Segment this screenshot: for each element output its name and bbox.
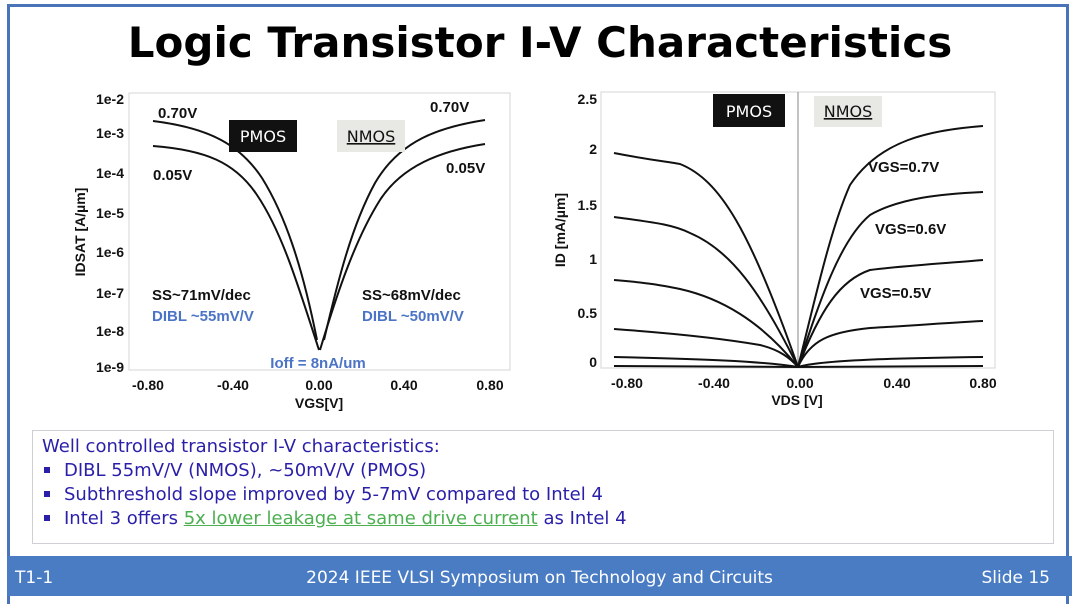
summary-box: Well controlled transistor I-V character… [32, 430, 1054, 544]
highlight-link[interactable]: 5x lower leakage at same drive current [183, 508, 538, 529]
nmos-vds-high-label: 0.70V [430, 99, 469, 116]
charts-canvas: 1e-2 1e-3 1e-4 1e-5 1e-6 1e-7 1e-8 1e-9 … [72, 91, 997, 411]
pmos-badge [229, 120, 297, 152]
bullet-item: DIBL 55mV/V (NMOS), ~50mV/V (PMOS) [42, 459, 1044, 483]
nmos-curve-high [323, 119, 486, 341]
nmos-curve-low [319, 143, 486, 351]
x-tick: 0.40 [883, 375, 910, 391]
pmos-curve-low [152, 145, 320, 351]
slide-title: Logic Transistor I-V Characteristics [127, 18, 953, 67]
footer-slide-number: Slide 15 [981, 568, 1050, 588]
pmos-badge-text: PMOS [240, 127, 286, 146]
y-tick: 1e-7 [96, 285, 124, 301]
bullet-square-icon [44, 514, 50, 521]
pmos-curve-high [152, 120, 318, 341]
x-tick: -0.40 [698, 375, 730, 391]
y-tick: 1 [589, 251, 597, 267]
slide-frame [7, 4, 1069, 604]
y-tick: 1.5 [578, 197, 598, 213]
footer-conference: 2024 IEEE VLSI Symposium on Technology a… [306, 568, 773, 588]
y-tick: 0 [589, 354, 597, 370]
x-tick: -0.80 [611, 375, 643, 391]
x-tick: 0.40 [390, 377, 417, 393]
vgs-06-label: VGS=0.6V [875, 221, 946, 238]
pmos-badge-text: PMOS [726, 102, 772, 121]
bullet-square-icon [44, 466, 50, 473]
pmos-ss-annotation: SS~71mV/dec [152, 287, 251, 304]
pmos-dibl-annotation: DIBL ~55mV/V [152, 308, 254, 325]
nmos-badge-text: NMOS [824, 102, 873, 121]
x-tick: 0.80 [969, 375, 996, 391]
y-tick: 1e-4 [96, 165, 124, 181]
nmos-badge [814, 96, 882, 127]
pmos-badge [713, 94, 785, 127]
pmos-vds-high-label: 0.70V [158, 105, 197, 122]
y-tick: 1e-9 [96, 359, 124, 375]
y-tick: 0.5 [578, 305, 598, 321]
bullet-item: Subthreshold slope improved by 5-7mV com… [42, 483, 1044, 507]
footer-session-id: T1-1 [15, 568, 54, 588]
bullet-square-icon [44, 490, 50, 497]
y-tick: 1e-3 [96, 125, 124, 141]
x-tick: -0.80 [132, 377, 164, 393]
left-chart: 1e-2 1e-3 1e-4 1e-5 1e-6 1e-7 1e-8 1e-9 … [72, 91, 511, 411]
right-chart: 2.5 2 1.5 1 0.5 0 -0.80 -0.40 0.00 0.40 … [552, 91, 997, 408]
x-tick: 0.00 [305, 377, 332, 393]
nmos-dibl-annotation: DIBL ~50mV/V [362, 308, 464, 325]
y-tick: 1e-8 [96, 323, 124, 339]
summary-heading: Well controlled transistor I-V character… [42, 436, 440, 457]
vgs-07-label: VGS=0.7V [868, 159, 939, 176]
y-tick: 1e-5 [96, 205, 124, 221]
x-tick: 0.00 [786, 375, 813, 391]
x-axis-label: VGS[V] [295, 395, 343, 411]
nmos-badge [337, 120, 405, 152]
footer-bar: T1-1 2024 IEEE VLSI Symposium on Technol… [7, 556, 1072, 596]
ioff-annotation: Ioff = 8nA/um [270, 355, 365, 372]
pmos-vds-low-label: 0.05V [153, 167, 192, 184]
x-tick: 0.80 [476, 377, 503, 393]
nmos-badge-text: NMOS [347, 127, 396, 146]
bullet-item: Intel 3 offers 5x lower leakage at same … [42, 507, 1044, 531]
y-axis-label: ID [mA/µm] [552, 193, 568, 267]
y-axis-label: IDSAT [A/µm] [72, 188, 88, 277]
x-axis-label: VDS [V] [771, 392, 822, 408]
vgs-05-label: VGS=0.5V [860, 285, 931, 302]
y-tick: 1e-6 [96, 244, 124, 260]
nmos-ss-annotation: SS~68mV/dec [362, 287, 461, 304]
y-tick: 2.5 [578, 91, 598, 107]
y-tick: 1e-2 [96, 91, 124, 107]
y-tick: 2 [589, 141, 597, 157]
x-tick: -0.40 [217, 377, 249, 393]
nmos-vds-low-label: 0.05V [446, 160, 485, 177]
